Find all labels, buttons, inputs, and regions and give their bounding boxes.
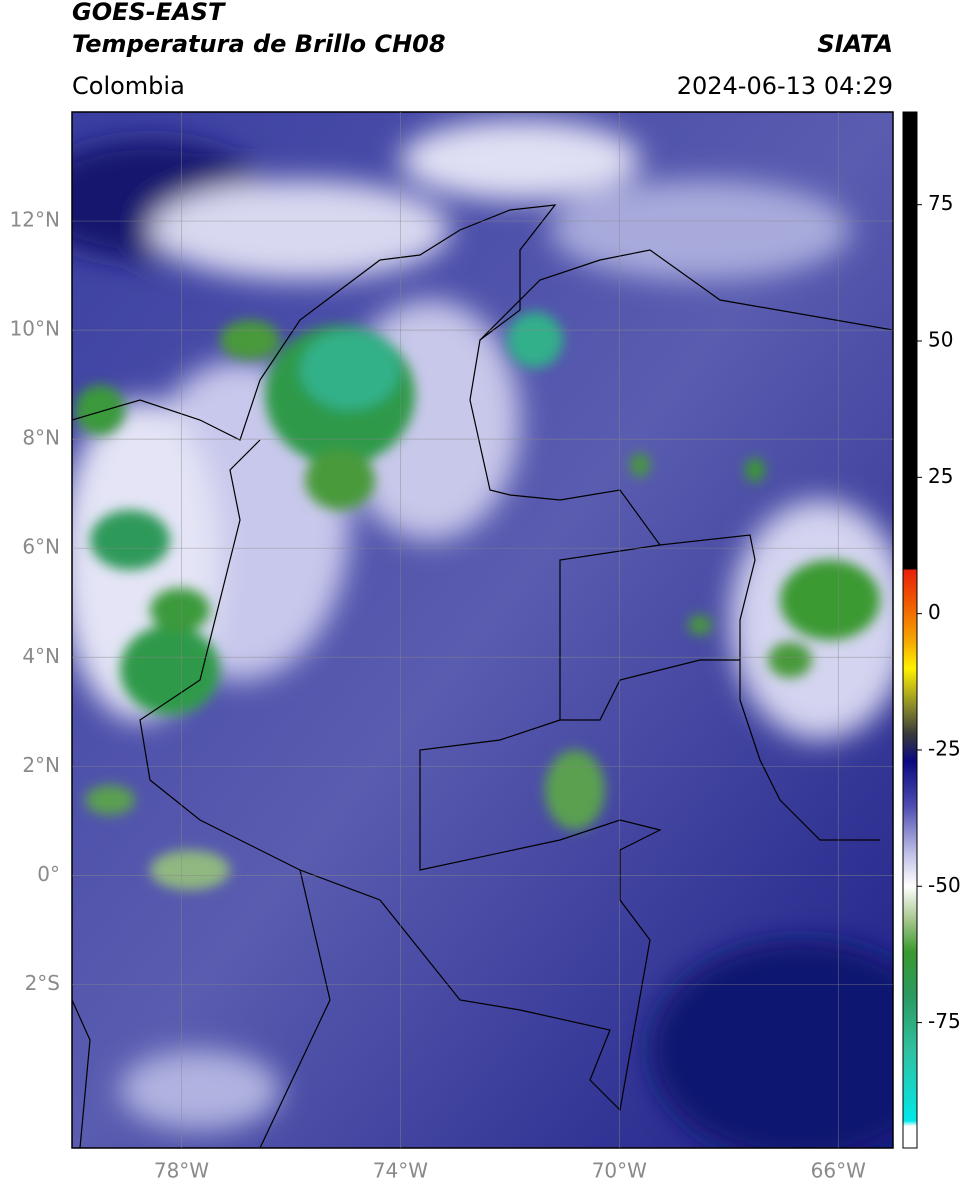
lat-label: 4°N — [22, 644, 60, 668]
lon-label: 78°W — [154, 1159, 209, 1183]
map-frame — [71, 111, 894, 1149]
lon-label: 66°W — [811, 1159, 866, 1183]
colorbar-tick-label: -50 — [928, 873, 961, 897]
source: SIATA — [817, 30, 893, 58]
colorbar-tick-label: -75 — [928, 1009, 961, 1033]
lat-label: 2°S — [25, 971, 60, 995]
borders — [72, 204, 893, 1148]
colorbar-tick-label: 75 — [928, 191, 953, 215]
timestamp: 2024-06-13 04:29 — [677, 72, 893, 100]
lat-label: 0° — [37, 862, 60, 886]
lon-label: 70°W — [592, 1159, 647, 1183]
lat-label: 12°N — [10, 208, 60, 232]
lat-label: 8°N — [22, 426, 60, 450]
colorbar-tick-label: 0 — [928, 600, 941, 624]
region: Colombia — [72, 72, 185, 100]
product: Temperatura de Brillo CH08 — [72, 30, 446, 58]
colorbar-tick-label: 50 — [928, 328, 953, 352]
lat-label: 10°N — [10, 317, 60, 341]
map-image — [72, 112, 893, 1148]
colorbar-tick-label: 25 — [928, 464, 953, 488]
lat-label: 2°N — [22, 753, 60, 777]
colorbar — [902, 111, 918, 1149]
lon-label: 74°W — [373, 1159, 428, 1183]
colorbar-tick-label: -25 — [928, 736, 961, 760]
lat-label: 6°N — [22, 535, 60, 559]
convective-cores — [75, 312, 880, 890]
satellite: GOES-EAST — [72, 0, 226, 26]
